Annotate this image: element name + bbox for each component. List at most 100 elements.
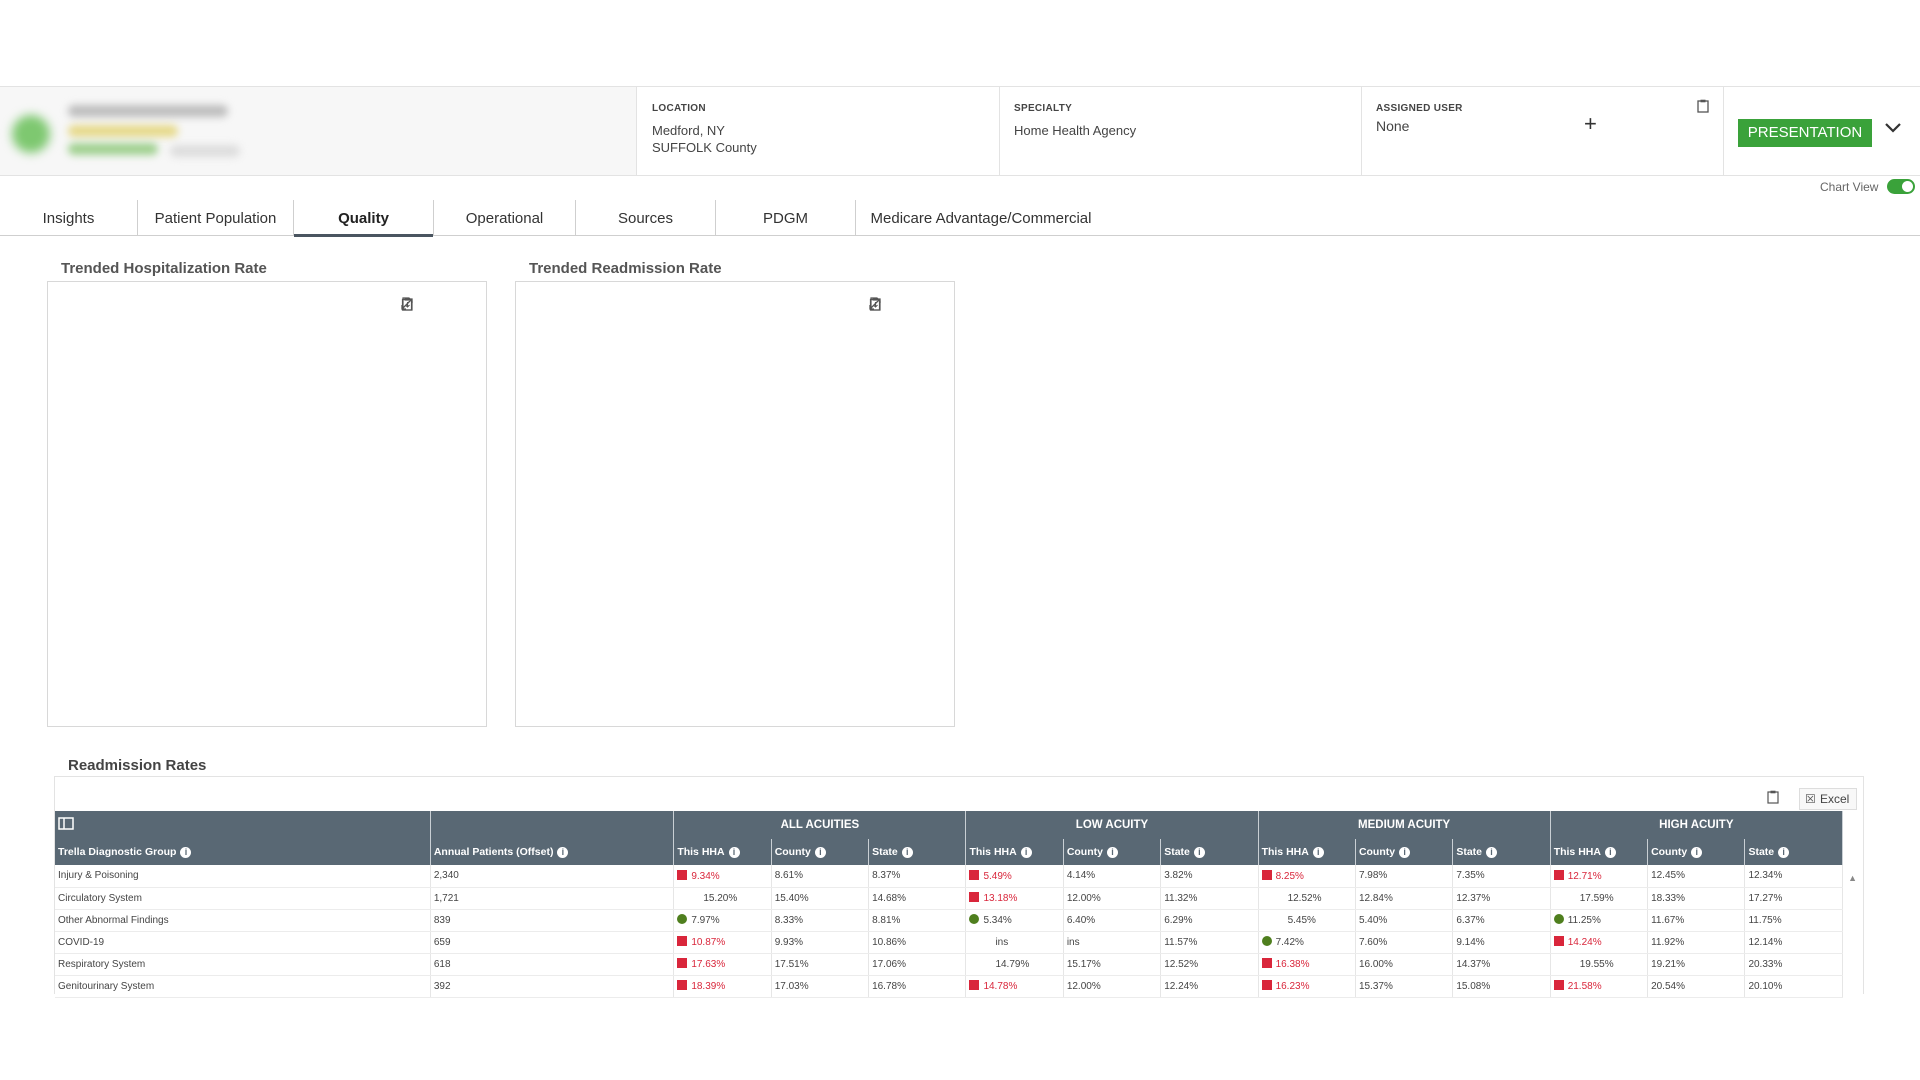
info-icon[interactable]: i	[1020, 847, 1032, 858]
table-row[interactable]: Other Abnormal Findings 839 7.97% 8.33% 8.81…	[55, 909, 1843, 932]
worse-indicator-icon	[1261, 958, 1272, 968]
rate-cell: 14.68%	[868, 887, 967, 910]
excel-export-button[interactable]: Excel	[1799, 788, 1857, 810]
clipboard-icon[interactable]	[869, 297, 906, 311]
info-icon[interactable]: i	[1106, 847, 1118, 858]
location-county: SUFFOLK County	[652, 140, 757, 155]
rate-cell: 7.98%	[1355, 865, 1454, 888]
no-indicator	[1554, 892, 1576, 902]
rate-value: 16.00%	[1358, 958, 1393, 970]
info-icon[interactable]: i	[1691, 847, 1703, 858]
rate-cell: 14.79%	[965, 953, 1064, 976]
hospitalization-chart: 26.52625.52524.52423.52020 Q22020 Q32020…	[47, 281, 487, 727]
info-icon[interactable]: i	[1778, 847, 1790, 858]
info-icon[interactable]: i	[728, 847, 740, 858]
rate-cell: 7.97%	[673, 909, 772, 932]
rate-cell: 20.10%	[1744, 975, 1843, 998]
rate-value: 7.35%	[1456, 870, 1485, 882]
scroll-up-icon[interactable]: ▲	[1848, 873, 1857, 883]
annual-patients-cell: 2,340	[430, 865, 675, 888]
column-header[interactable]: State i	[1452, 839, 1551, 865]
column-header[interactable]: This HHA i	[1258, 839, 1356, 865]
chart-toolbar: 14.11413.913.813.713.613.513.413.32020 Q…	[868, 297, 930, 311]
column-header[interactable]: State i	[1160, 839, 1259, 865]
expand-icon[interactable]	[401, 297, 462, 311]
info-icon[interactable]: i	[1193, 847, 1205, 858]
tab-insights[interactable]: Insights	[0, 200, 138, 236]
rate-cell: 7.60%	[1355, 931, 1454, 954]
column-header[interactable]: Trella Diagnostic Group i	[55, 839, 431, 865]
column-header[interactable]: This HHA i	[673, 839, 772, 865]
add-user-button[interactable]: +	[1584, 111, 1597, 136]
column-header-label: State	[1748, 846, 1775, 858]
table-body: Injury & Poisoning 2,340 9.34% 8.61% 8.37% 5.…	[55, 865, 1843, 998]
clipboard-icon[interactable]	[401, 297, 438, 311]
annual-patients-cell: 839	[430, 909, 675, 932]
column-header[interactable]: State i	[868, 839, 967, 865]
tab-medicare-advantage[interactable]: Medicare Advantage/Commercial	[856, 200, 1106, 236]
table-row[interactable]: Respiratory System 618 17.63% 17.51% 17.06% 1…	[55, 953, 1843, 976]
column-header[interactable]: State i	[1744, 839, 1843, 865]
rate-cell: 14.78%	[965, 975, 1064, 998]
info-icon[interactable]: i	[1399, 847, 1411, 858]
tab-pdgm[interactable]: PDGM	[716, 200, 856, 236]
rate-cell: 12.71%	[1550, 865, 1649, 888]
assigned-user-section: ASSIGNED USER None +	[1362, 87, 1724, 175]
rate-cell: 13.18%	[965, 887, 1064, 910]
rate-cell: 12.52%	[1258, 887, 1356, 910]
rate-cell: ins	[1063, 931, 1162, 954]
rate-value: 17.03%	[774, 980, 809, 992]
column-header[interactable]: County i	[1647, 839, 1746, 865]
rate-value: 14.79%	[995, 959, 1030, 970]
chevron-down-icon[interactable]	[1884, 121, 1902, 139]
tab-patient-population[interactable]: Patient Population	[138, 200, 294, 236]
tab-operational[interactable]: Operational	[434, 200, 576, 236]
info-icon[interactable]: i	[180, 847, 192, 858]
table-row[interactable]: Circulatory System 1,721 15.20% 15.40% 14.68…	[55, 887, 1843, 910]
worse-indicator-icon	[1553, 936, 1564, 946]
column-header[interactable]: County i	[1355, 839, 1454, 865]
table-row[interactable]: COVID-19 659 10.87% 9.93% 10.86% ins ins 11.57%…	[55, 931, 1843, 954]
info-icon[interactable]: i	[1312, 847, 1324, 858]
columns-icon[interactable]	[58, 817, 74, 833]
info-icon[interactable]: i	[901, 847, 913, 858]
rate-value: 16.23%	[1275, 981, 1310, 992]
clipboard-icon[interactable]	[1697, 99, 1709, 118]
column-header[interactable]: Annual Patients (Offset) i	[430, 839, 675, 865]
tab-quality[interactable]: Quality	[294, 200, 434, 237]
column-header-label: County	[774, 846, 811, 858]
tab-sources[interactable]: Sources	[576, 200, 716, 236]
expand-icon[interactable]	[869, 297, 930, 311]
chart-view-toggle[interactable]	[1887, 179, 1915, 194]
info-icon[interactable]: i	[1486, 847, 1497, 858]
rate-cell: 17.63%	[673, 953, 772, 976]
rate-value: 5.40%	[1358, 914, 1388, 926]
better-indicator-icon	[1553, 914, 1564, 924]
column-header[interactable]: This HHA i	[1550, 839, 1649, 865]
blurred-rating	[68, 125, 178, 137]
column-header[interactable]: County i	[1063, 839, 1162, 865]
rate-value: 14.37%	[1456, 958, 1491, 970]
better-indicator-icon	[1261, 936, 1272, 946]
worse-indicator-icon	[677, 958, 688, 968]
rate-cell: 12.00%	[1063, 887, 1162, 910]
rate-cell: 12.24%	[1160, 975, 1259, 998]
info-icon[interactable]: i	[557, 847, 569, 858]
rate-cell: 20.33%	[1744, 953, 1843, 976]
better-indicator-icon	[677, 914, 688, 924]
entity-header: LOCATION Medford, NY SUFFOLK County SPEC…	[0, 86, 1920, 176]
table-row[interactable]: Genitourinary System 392 18.39% 17.03% 16.78…	[55, 975, 1843, 998]
info-icon[interactable]: i	[814, 847, 826, 858]
diagnostic-group-cell: Injury & Poisoning	[55, 865, 431, 888]
info-icon[interactable]: i	[1604, 847, 1616, 858]
rate-value: 14.78%	[983, 981, 1018, 992]
annual-patients-cell: 618	[430, 953, 675, 976]
presentation-button[interactable]: PRESENTATION	[1738, 119, 1872, 147]
blurred-meta	[170, 145, 240, 157]
column-header[interactable]: County i	[771, 839, 870, 865]
worse-indicator-icon	[677, 936, 688, 946]
readmission-chart-title: Trended Readmission Rate	[529, 260, 722, 277]
column-header[interactable]: This HHA i	[965, 839, 1064, 865]
clipboard-icon[interactable]	[1767, 790, 1779, 809]
table-row[interactable]: Injury & Poisoning 2,340 9.34% 8.61% 8.37% 5.…	[55, 865, 1843, 888]
